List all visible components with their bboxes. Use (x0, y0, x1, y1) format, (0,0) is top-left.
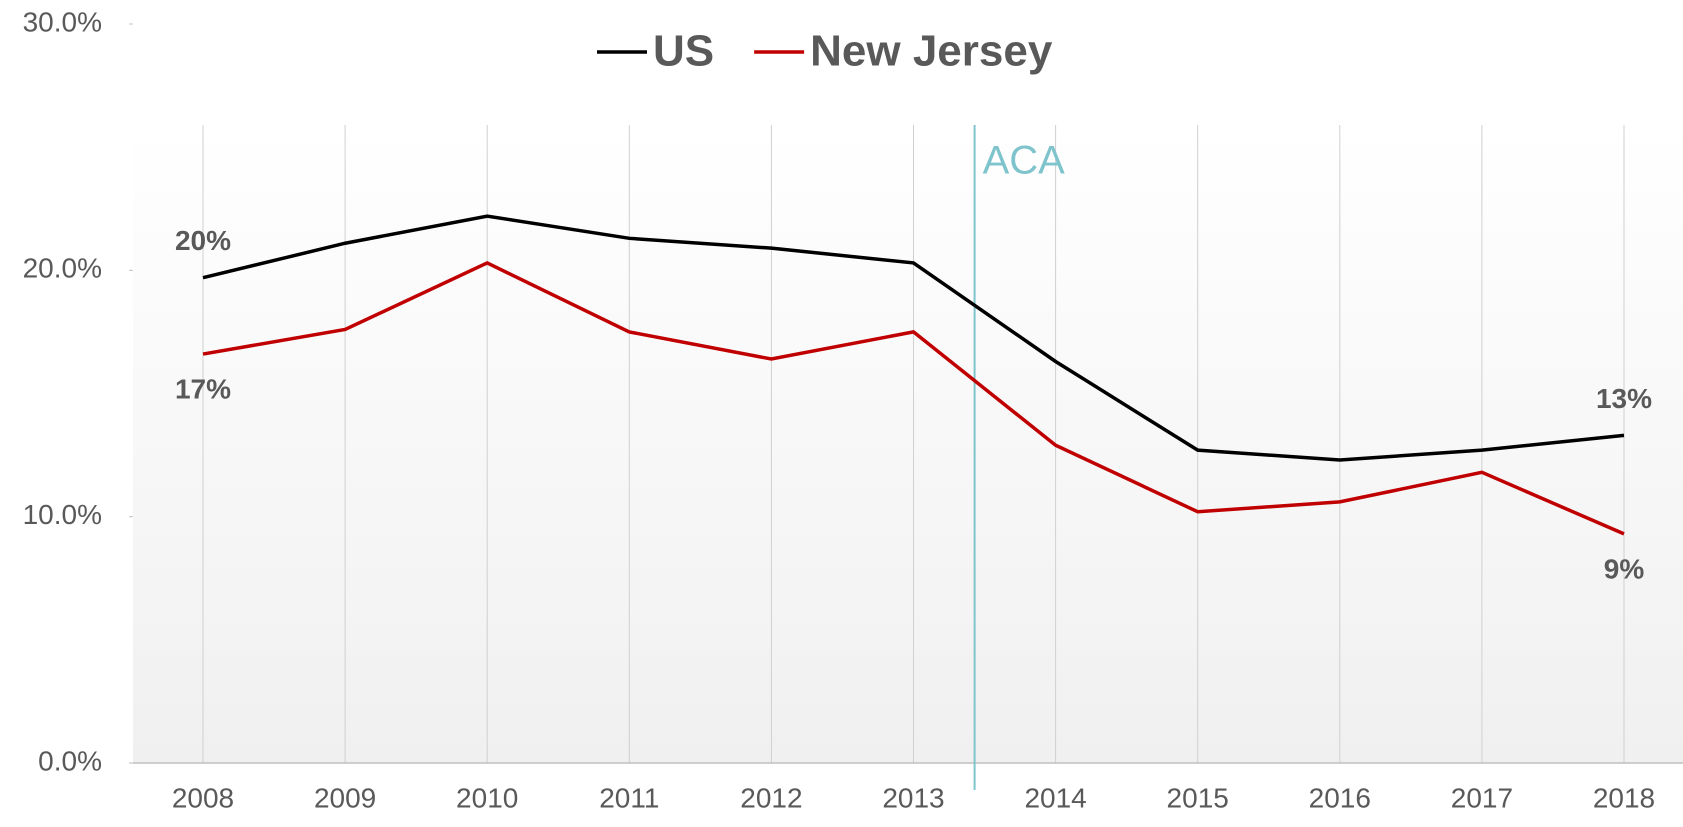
data-label: 20% (175, 225, 231, 256)
data-label: 17% (175, 373, 231, 404)
x-tick-label: 2014 (1024, 782, 1086, 813)
x-tick-label: 2016 (1309, 782, 1371, 813)
y-tick-label: 10.0% (23, 499, 102, 530)
x-tick-label: 2012 (740, 782, 802, 813)
y-tick-label: 20.0% (23, 253, 102, 284)
x-tick-label: 2008 (172, 782, 234, 813)
data-label: 13% (1596, 383, 1652, 414)
plot-area (133, 125, 1683, 763)
y-tick-label: 0.0% (38, 745, 102, 776)
x-tick-label: 2018 (1593, 782, 1655, 813)
x-tick-label: 2013 (882, 782, 944, 813)
series-line (202, 214, 1625, 462)
x-tick-label: 2010 (456, 782, 518, 813)
legend-label: US (653, 27, 714, 76)
legend-label: New Jersey (810, 27, 1053, 76)
x-tick-label: 2011 (599, 782, 659, 813)
data-label: 9% (1604, 553, 1645, 584)
x-tick-label: 2017 (1451, 782, 1513, 813)
series-line (202, 261, 1625, 536)
x-tick-label: 2015 (1167, 782, 1229, 813)
x-tick-label: 2009 (314, 782, 376, 813)
y-tick-label: 30.0% (23, 6, 102, 37)
annotation-label: ACA (983, 139, 1066, 183)
